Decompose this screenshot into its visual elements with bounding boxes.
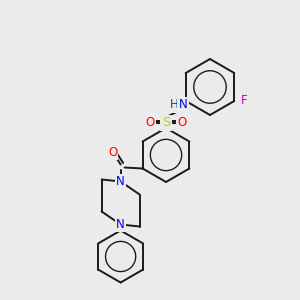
Text: O: O [177, 116, 187, 130]
Text: H: H [169, 98, 178, 112]
Text: F: F [241, 94, 247, 107]
Text: O: O [108, 146, 117, 159]
Text: N: N [116, 218, 125, 231]
Text: N: N [178, 98, 188, 112]
Text: O: O [146, 116, 154, 130]
Text: S: S [162, 116, 170, 130]
Text: N: N [116, 175, 125, 188]
